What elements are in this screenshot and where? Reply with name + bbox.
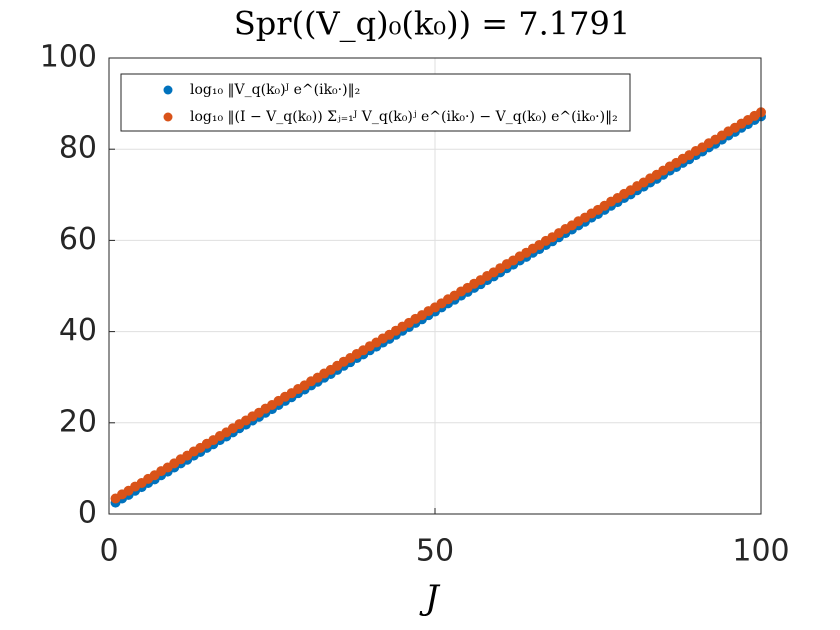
chart-title: Spr((V_q)₀(k₀)) = 7.1791 [234,5,630,43]
x-tick-label: 100 [732,534,789,569]
legend-marker [163,85,173,95]
x-tick-label: 50 [416,534,454,569]
legend-label: log₁₀ ‖(I − V_q(k₀)) Σⱼ₌₁ᴶ V_q(k₀)ʲ e^(i… [190,109,618,125]
ticks: 0 20 40 60 80 100 0 50 100 [40,40,790,569]
marks [110,107,766,508]
legend: log₁₀ ‖V_q(k₀)ᴶ e^(ik₀·)‖₂ log₁₀ ‖(I − V_… [120,73,631,132]
y-tick-label: 100 [40,40,97,75]
y-tick-label: 40 [59,313,97,348]
y-tick-label: 60 [59,222,97,257]
y-tick-label: 20 [59,404,97,439]
y-tick-label: 80 [59,131,97,166]
x-tick-label: 0 [99,534,118,569]
y-tick-label: 0 [78,496,97,531]
legend-marker [163,112,173,122]
x-axis-label: J [419,578,441,618]
legend-label: log₁₀ ‖V_q(k₀)ᴶ e^(ik₀·)‖₂ [190,82,360,98]
legend-box [120,73,631,132]
